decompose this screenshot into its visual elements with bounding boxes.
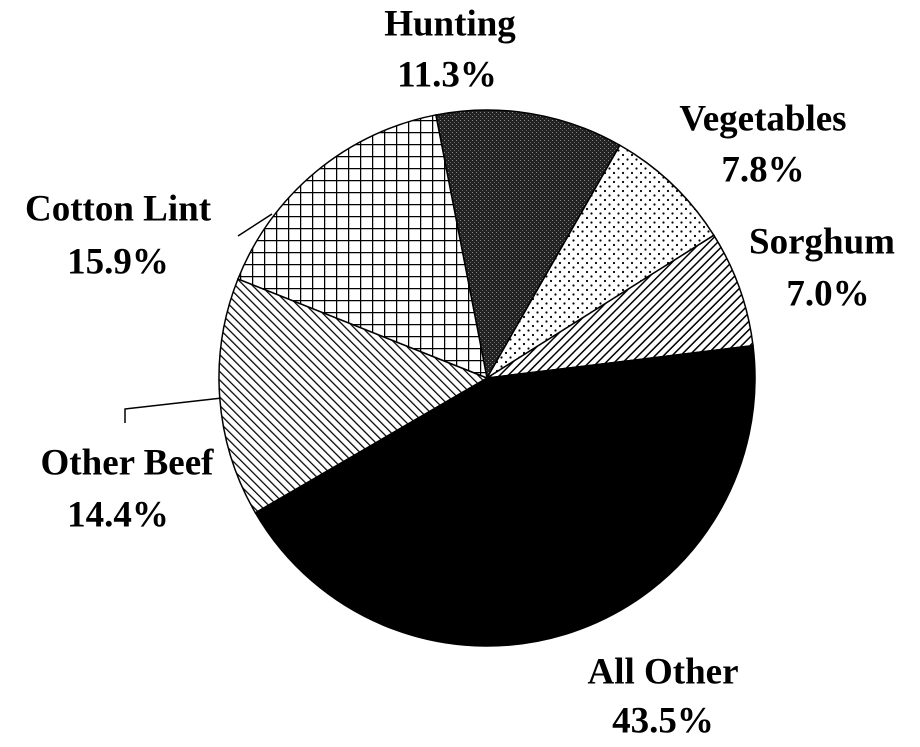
slice-label: Other Beef xyxy=(41,442,215,483)
slice-label: Sorghum xyxy=(749,221,895,262)
slice-value-label: 7.8% xyxy=(721,149,804,190)
slice-label: Hunting xyxy=(384,3,516,44)
pie-slice xyxy=(237,114,488,380)
slice-value-label: 11.3% xyxy=(397,54,497,95)
slice-label: All Other xyxy=(587,651,738,692)
slice-label: Cotton Lint xyxy=(25,188,212,229)
slice-value-label: 15.9% xyxy=(67,241,169,282)
slice-value-label: 14.4% xyxy=(67,494,169,535)
pie-slice xyxy=(434,109,621,381)
pie-slice xyxy=(254,344,756,647)
slice-label: Vegetables xyxy=(679,98,846,139)
pie-slice xyxy=(486,144,715,379)
leader-line xyxy=(237,213,273,237)
leader-line xyxy=(124,397,223,423)
slice-value-label: 43.5% xyxy=(612,700,714,741)
pie-slice xyxy=(218,277,489,514)
slice-value-label: 7.0% xyxy=(786,273,869,314)
pie-slice xyxy=(486,234,754,379)
